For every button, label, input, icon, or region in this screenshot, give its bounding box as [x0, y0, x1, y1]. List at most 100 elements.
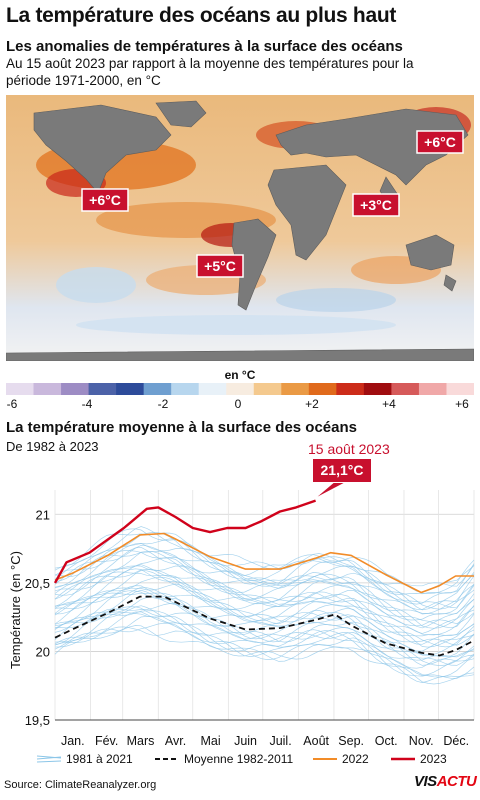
series-1981-2021-line	[54, 611, 475, 676]
legend-swatch-band	[36, 755, 62, 763]
series-1981-2021-line	[54, 622, 475, 679]
series-2023	[53, 499, 316, 584]
map-callout-label: +5°C	[204, 258, 236, 274]
brand-logo-part-b: ACTU	[436, 773, 477, 790]
legend-swatch-mean	[155, 758, 179, 760]
series-1981-2021-line	[54, 569, 475, 629]
annotation-date: 15 août 2023	[308, 441, 390, 457]
annotation-value: 21,1°C	[313, 459, 371, 482]
x-tick-label: Jan.	[61, 734, 85, 748]
color-scale-cell	[61, 383, 90, 395]
map-description: Au 15 août 2023 par rapport à la moyenne…	[6, 56, 414, 88]
chart-subtitle: De 1982 à 2023	[6, 439, 99, 454]
x-tick-label: Août	[303, 734, 329, 748]
series-1981-2021-line	[54, 610, 475, 666]
landmasses	[6, 100, 474, 361]
series-1981-2021-line	[54, 606, 475, 666]
map-callout-box	[416, 130, 464, 154]
series-1981-2021-line	[54, 564, 475, 629]
series-1981-2021-line	[54, 532, 475, 595]
series-1981-2021-line	[54, 557, 475, 621]
legend-label-band: 1981 à 2021	[66, 752, 133, 766]
series-1981-2021-line	[54, 585, 475, 648]
series-2022	[54, 532, 474, 594]
color-scale-cell	[143, 383, 172, 395]
color-scale-cell	[33, 383, 62, 395]
color-scale-cell	[88, 383, 117, 395]
map-callout-label: +6°C	[424, 134, 456, 150]
legend-label-2023: 2023	[420, 752, 447, 766]
color-scale-cell	[391, 383, 420, 395]
color-scale-cell	[418, 383, 447, 395]
y-tick-label: 21	[36, 507, 50, 522]
legend-label-2022: 2022	[342, 752, 369, 766]
series-1981-2021-line	[54, 538, 475, 605]
map-callout: +6°C	[416, 130, 464, 154]
color-scale-cell	[363, 383, 392, 395]
color-scale-cell	[253, 383, 282, 395]
source-note: Source: ClimateReanalyzer.org	[4, 779, 157, 791]
legend-swatch-2022	[313, 758, 337, 760]
series-1981-2021-line	[54, 596, 475, 657]
legend-swatch-2023	[391, 757, 415, 761]
series-1981-2021-line	[54, 550, 475, 615]
map-callout-box	[196, 254, 244, 278]
color-scale-tick-label: +6	[455, 397, 469, 411]
map-subtitle: Les anomalies de températures à la surfa…	[6, 38, 403, 55]
series-1981-2021-line	[54, 615, 475, 678]
chart-title: La température moyenne à la surface des …	[6, 419, 357, 436]
series-1981-2021-line	[54, 625, 475, 685]
map-callouts: +6°C +5°C +3°C +6°C	[81, 130, 464, 278]
x-tick-label: Mars	[127, 734, 155, 748]
color-scale-cell	[281, 383, 310, 395]
color-scale-cell	[336, 383, 365, 395]
x-tick-label: Déc.	[443, 734, 469, 748]
y-tick-label: 19,5	[25, 713, 50, 728]
map-callout: +6°C	[81, 188, 129, 212]
x-tick-label: Oct.	[375, 734, 398, 748]
series-1981-2021-line	[54, 550, 475, 610]
map-callout-box	[81, 188, 129, 212]
y-tick-label: 20,5	[25, 576, 50, 591]
color-scale-title: en °C	[224, 368, 256, 382]
x-tick-label: Avr.	[165, 734, 186, 748]
x-tick-label: Nov.	[409, 734, 434, 748]
page-title: La température des océans au plus haut	[6, 4, 397, 27]
color-scale-cell	[446, 383, 474, 395]
color-scale-tick-label: -4	[81, 397, 93, 411]
sst-line-chart: 19,5 20 20,5 21 Jan. Fév. Mars Avr. Mai Juin Juil.…	[8, 483, 475, 748]
color-scale-tick-label: +4	[382, 397, 396, 411]
y-tick-label: 20	[36, 644, 50, 659]
color-scale-cell	[116, 383, 145, 395]
map-callout: +5°C	[196, 254, 244, 278]
x-tick-label: Mai	[200, 734, 220, 748]
color-scale-tick-label: +2	[305, 397, 319, 411]
map-callout-label: +3°C	[360, 197, 392, 213]
color-scale-tick-label: -6	[6, 397, 18, 411]
color-scale-cell	[226, 383, 255, 395]
color-scale-cell	[198, 383, 227, 395]
series-1981-2021-line	[54, 605, 475, 666]
legend-label-mean: Moyenne 1982-2011	[184, 752, 294, 766]
brand-logo: VISACTU	[414, 773, 477, 790]
color-scale-tick-label: 0	[234, 397, 242, 411]
x-tick-label: Sep.	[338, 734, 364, 748]
brand-logo-part-a: VIS	[414, 773, 437, 790]
series-1981-2021-line	[54, 590, 475, 652]
color-scale-cell	[308, 383, 337, 395]
legend-item-mean: Moyenne 1982-2011	[154, 752, 293, 766]
legend-item-2022: 2022	[312, 752, 369, 766]
series-1981-2021-line	[54, 626, 475, 683]
series-1981-2021-line	[54, 592, 475, 646]
map-callout-box	[352, 193, 400, 217]
map-callout-label: +6°C	[89, 192, 121, 208]
series-1981-2021-line	[54, 570, 475, 636]
x-tick-label: Fév.	[95, 734, 118, 748]
x-tick-label: Juil.	[269, 734, 291, 748]
series-1981-2021-line	[54, 565, 475, 629]
color-scale-tick-label: -2	[157, 397, 169, 411]
map-callout: +3°C	[352, 193, 400, 217]
series-mean-1982-2011	[54, 595, 475, 657]
series-1981-2021-line	[54, 576, 475, 637]
series-1981-2021-line	[54, 583, 475, 645]
